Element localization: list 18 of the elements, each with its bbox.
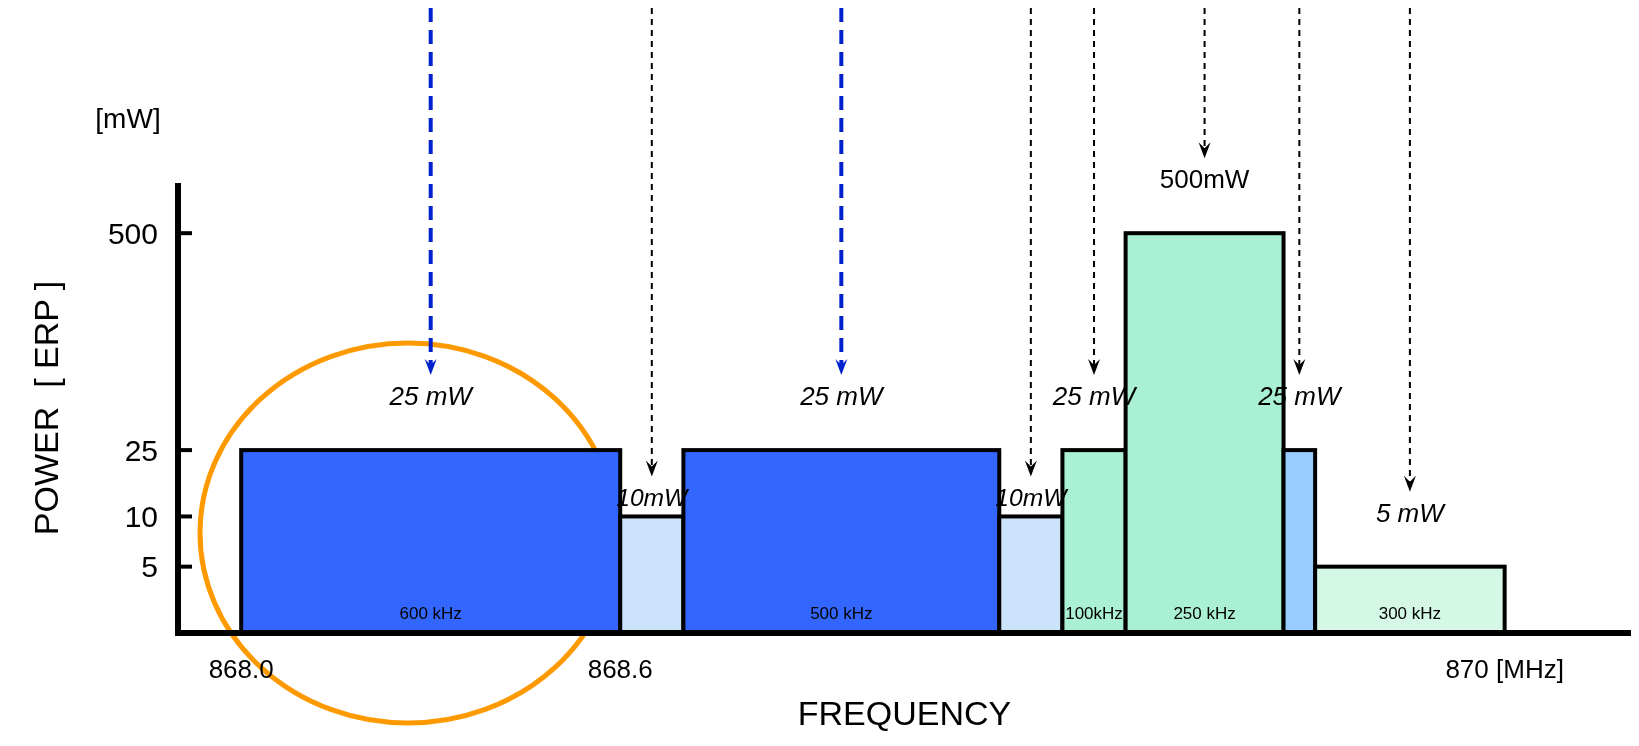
y-axis-title: POWER [ ERP ] — [27, 280, 65, 536]
data-label: 25 mW — [388, 381, 475, 412]
text: [mW] — [95, 103, 161, 134]
y-tick-label: 10 — [124, 499, 158, 533]
annotation: 300 kHz — [1378, 604, 1442, 623]
x-axis-title: FREQUENCY — [797, 694, 1012, 732]
annotation: 600 kHz — [399, 604, 462, 623]
data-label: 25 mW — [799, 381, 885, 412]
data-label: 500mW — [1159, 164, 1250, 195]
annotation: 250 kHz — [1173, 604, 1236, 623]
annotation: 100kHz — [1065, 604, 1123, 623]
y-tick-label: 500 — [107, 216, 158, 250]
data-label: 5 mW — [1375, 497, 1447, 528]
x-tick-label: 870 [MHz] — [1445, 654, 1564, 684]
x-tick-label: 868.6 — [587, 654, 653, 684]
annotation: 500 kHz — [810, 604, 873, 623]
y-tick-label: 25 — [124, 433, 158, 467]
y-tick-label: 5 — [141, 550, 158, 584]
